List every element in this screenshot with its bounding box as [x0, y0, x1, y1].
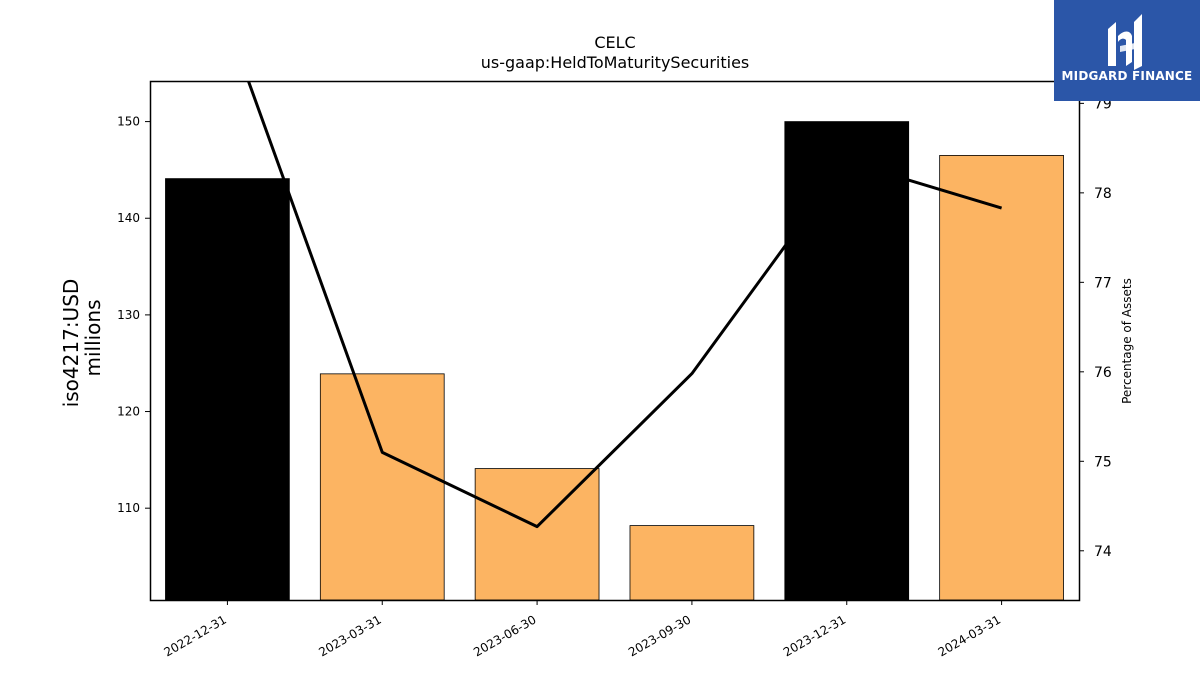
logo-mark-icon: [1108, 14, 1142, 70]
y-axis-label-line2: millions: [81, 299, 105, 376]
y-tick-label: 120: [117, 405, 140, 419]
y-axis-label-line1: iso4217:USD: [59, 279, 83, 408]
y-tick-label: 150: [117, 115, 140, 129]
bar-2022-12-31: [165, 178, 290, 601]
y2-tick-label: 74: [1094, 544, 1112, 560]
bar-2024-03-31: [939, 155, 1064, 601]
y-tick-label: 140: [117, 211, 140, 225]
x-tick-label: 2022-12-31: [162, 612, 229, 659]
x-axis: 2022-12-31 2023-03-31 2023-06-30 2023-09-30…: [162, 600, 1003, 659]
y2-tick-label: 75: [1094, 454, 1112, 470]
chart-title: CELC: [594, 33, 635, 52]
y-axis-left: 110 120 130 140 150: [117, 115, 150, 515]
y2-tick-label: 76: [1094, 365, 1112, 381]
y-tick-label: 110: [117, 501, 140, 515]
line-series-percentage-of-assets: [246, 81, 1003, 529]
x-tick-label: 2023-03-31: [316, 612, 383, 659]
y2-tick-label: 78: [1094, 186, 1112, 202]
logo-text: MIDGARD FINANCE: [1061, 69, 1193, 83]
bar-2023-12-31: [784, 121, 910, 601]
logo: MIDGARD FINANCE: [1054, 0, 1200, 101]
y2-tick-label: 77: [1094, 275, 1112, 291]
chart-subtitle: us-gaap:HeldToMaturitySecurities: [481, 53, 750, 72]
bars-group: [165, 121, 1064, 601]
y-tick-label: 130: [117, 308, 140, 322]
line-series-group: [246, 81, 1003, 529]
y2-axis-label: Percentage of Assets: [1120, 278, 1134, 404]
x-tick-label: 2023-06-30: [471, 612, 538, 659]
bar-2023-06-30: [474, 468, 600, 601]
bar-2023-09-30: [629, 525, 755, 601]
bar-2023-03-31: [319, 373, 445, 601]
x-tick-label: 2023-09-30: [626, 612, 693, 659]
plot-frame: [149, 80, 1081, 602]
x-tick-label: 2024-03-31: [936, 612, 1003, 659]
x-tick-label: 2023-12-31: [781, 612, 848, 659]
